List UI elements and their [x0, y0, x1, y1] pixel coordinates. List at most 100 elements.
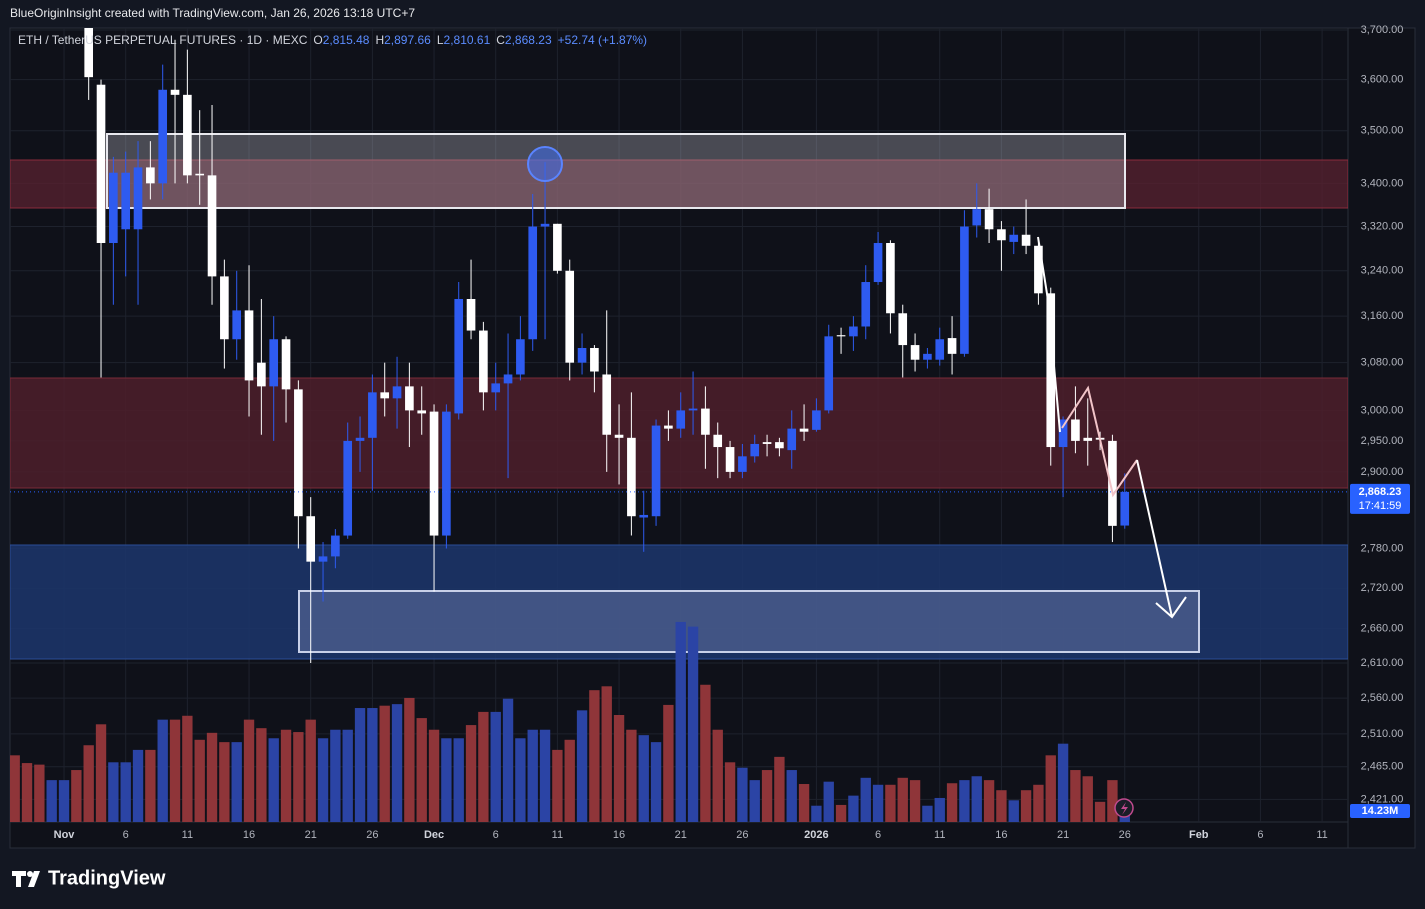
volume-bar — [786, 770, 797, 822]
h-value: 2,897.66 — [384, 33, 431, 47]
volume-bar — [367, 708, 378, 822]
volume-bar — [675, 621, 686, 822]
volume-bar — [34, 764, 45, 822]
candle-body — [836, 335, 846, 337]
y-tick-label: 3,400.00 — [1361, 177, 1404, 189]
candle-body — [849, 326, 858, 337]
volume-bar — [268, 738, 279, 822]
volume-bar — [428, 729, 440, 822]
candle-body — [923, 353, 932, 360]
candle-body — [96, 84, 106, 244]
y-tick-label: 2,421.00 — [1361, 793, 1404, 805]
volume-bar — [663, 704, 674, 822]
candle-body — [516, 339, 525, 375]
x-tick-label: 11 — [552, 829, 563, 841]
candle-body — [886, 243, 895, 314]
volume-bar — [404, 697, 415, 822]
l-label: L — [437, 33, 444, 47]
volume-bar — [823, 781, 834, 822]
highlight-box — [106, 133, 1126, 209]
x-tick-label: 16 — [243, 829, 255, 841]
y-tick-label: 2,510.00 — [1361, 728, 1404, 740]
volume-bar — [527, 729, 538, 822]
volume-bar — [1057, 743, 1069, 822]
x-tick-label: 26 — [1119, 829, 1131, 841]
volume-bar — [1094, 801, 1106, 822]
volume-label: 14.23M — [1362, 805, 1399, 817]
candle-body — [158, 89, 168, 184]
logo-mark — [27, 871, 33, 877]
y-tick-label: 3,700.00 — [1361, 24, 1404, 36]
candle-body — [602, 374, 612, 435]
volume-bar — [1070, 770, 1081, 822]
candle-body — [713, 434, 723, 448]
volume-bar — [95, 724, 107, 822]
candle-body — [257, 362, 266, 387]
volume-bar — [157, 719, 168, 822]
volume-bar — [1045, 755, 1056, 822]
volume-bar — [564, 739, 575, 822]
volume-bar — [1107, 780, 1118, 822]
x-tick-label: 21 — [675, 829, 687, 841]
volume-bar — [971, 776, 982, 822]
volume-bar — [687, 626, 699, 822]
candle-body — [639, 514, 649, 518]
volume-bar — [761, 770, 773, 822]
candle-body — [960, 226, 969, 354]
candle-body — [972, 209, 982, 226]
candle-body — [614, 434, 624, 438]
candle-body — [898, 313, 908, 346]
volume-bar — [1033, 784, 1044, 822]
volume-bar — [737, 767, 748, 822]
candle-body — [306, 516, 316, 562]
volume-bar — [280, 729, 292, 822]
x-tick-label: 16 — [995, 829, 1007, 841]
volume — [10, 621, 1130, 822]
price-label: 2,868.23 — [1359, 486, 1402, 498]
volume-bar — [256, 728, 267, 822]
volume-bar — [379, 705, 390, 822]
candle-body — [503, 374, 513, 384]
volume-bar — [552, 749, 563, 822]
c-value: 2,868.23 — [505, 33, 552, 47]
candle-body — [799, 428, 809, 432]
candle-body — [676, 410, 686, 429]
symbol: ETH / TetherUS PERPETUAL FUTURES · 1D · … — [18, 33, 647, 47]
volume-bar — [490, 711, 501, 822]
candle-body — [405, 386, 414, 411]
y-tick-label: 3,000.00 — [1361, 404, 1404, 416]
candle-body — [577, 347, 587, 363]
volume-bar — [182, 715, 193, 822]
y-tick-label: 3,500.00 — [1361, 125, 1404, 137]
candle-body — [121, 172, 131, 230]
candle-body — [454, 299, 464, 414]
logo-mark — [12, 871, 26, 887]
x-tick-label: 11 — [934, 829, 945, 841]
candle-body — [787, 428, 797, 451]
o-value: 2,815.48 — [323, 33, 370, 47]
candle-body — [331, 535, 340, 557]
volume-bar — [58, 780, 70, 822]
candle-body — [1108, 440, 1117, 526]
candle-body — [1034, 245, 1043, 294]
volume-bar — [922, 805, 933, 822]
volume-bar — [206, 732, 218, 822]
candle-body — [947, 338, 957, 354]
volume-bar — [996, 790, 1007, 822]
marker-circle — [527, 146, 563, 182]
candle-body — [701, 408, 710, 435]
volume-bar — [848, 795, 859, 822]
candle-body — [910, 345, 920, 360]
volume-bar — [194, 739, 205, 822]
drawings — [527, 146, 1187, 818]
volume-bar — [231, 742, 242, 822]
volume-bar — [650, 742, 662, 822]
y-tick-label: 3,600.00 — [1361, 74, 1404, 86]
legend: ETH / TetherUS PERPETUAL FUTURES · 1D · … — [18, 33, 647, 47]
y-tick-label: 2,950.00 — [1361, 435, 1404, 447]
y-tick-label: 2,780.00 — [1361, 542, 1404, 554]
volume-bar — [934, 797, 945, 822]
y-tick-label: 2,720.00 — [1361, 582, 1404, 594]
volume-bar — [219, 742, 230, 822]
candle-body — [688, 408, 698, 411]
